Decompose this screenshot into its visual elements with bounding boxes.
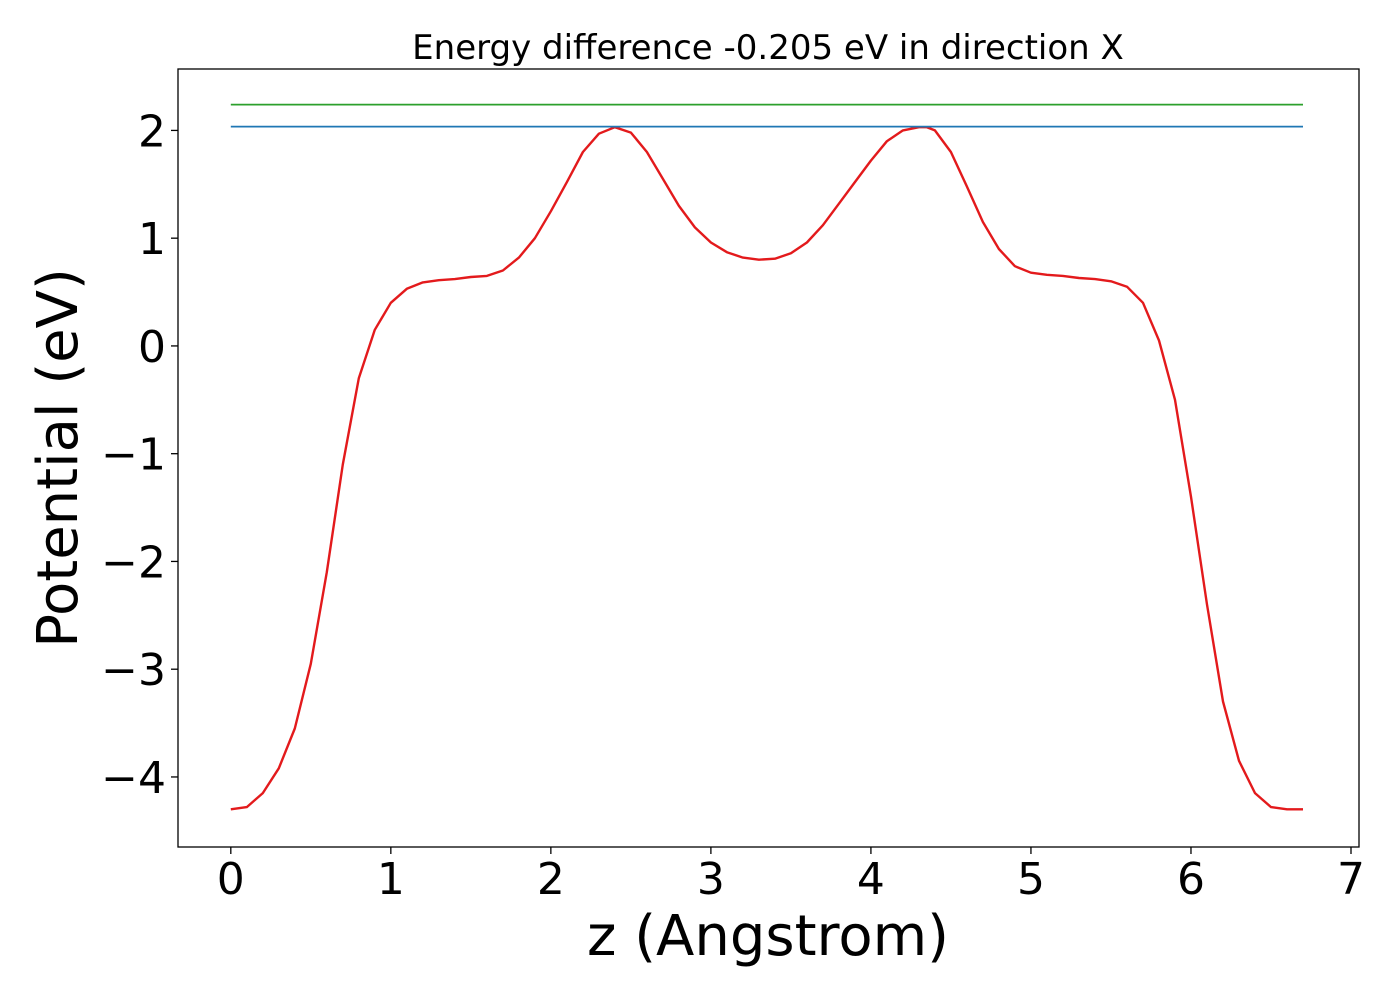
- y-axis-label: Potential (eV): [26, 268, 91, 648]
- x-tick-label: 6: [1177, 854, 1205, 905]
- y-tick-label: −2: [101, 537, 166, 588]
- plot-frame: [177, 68, 1360, 848]
- x-tick-label: 5: [1017, 854, 1045, 905]
- y-tick-label: 1: [138, 214, 166, 265]
- x-axis-label: z (Angstrom): [587, 904, 949, 969]
- x-tick-label: 2: [537, 854, 565, 905]
- chart-title: Energy difference -0.205 eV in direction…: [412, 28, 1124, 68]
- x-tick-label: 4: [857, 854, 885, 905]
- x-tick-label: 7: [1337, 854, 1365, 905]
- plot-area: [230, 103, 1303, 811]
- y-tick-label: 2: [138, 106, 166, 157]
- x-axis: 0 1 2 3 4 5 6 7: [217, 847, 1365, 905]
- x-tick-label: 3: [697, 854, 725, 905]
- series-line-1: [230, 125, 1303, 811]
- y-tick-label: 0: [138, 322, 166, 373]
- y-tick-label: −3: [101, 645, 166, 696]
- y-tick-label: −4: [101, 753, 166, 804]
- y-tick-label: −1: [101, 430, 166, 481]
- x-tick-label: 1: [377, 854, 405, 905]
- x-tick-label: 0: [217, 854, 245, 905]
- y-axis: 2 1 0 −1 −2 −3 −4: [101, 106, 178, 804]
